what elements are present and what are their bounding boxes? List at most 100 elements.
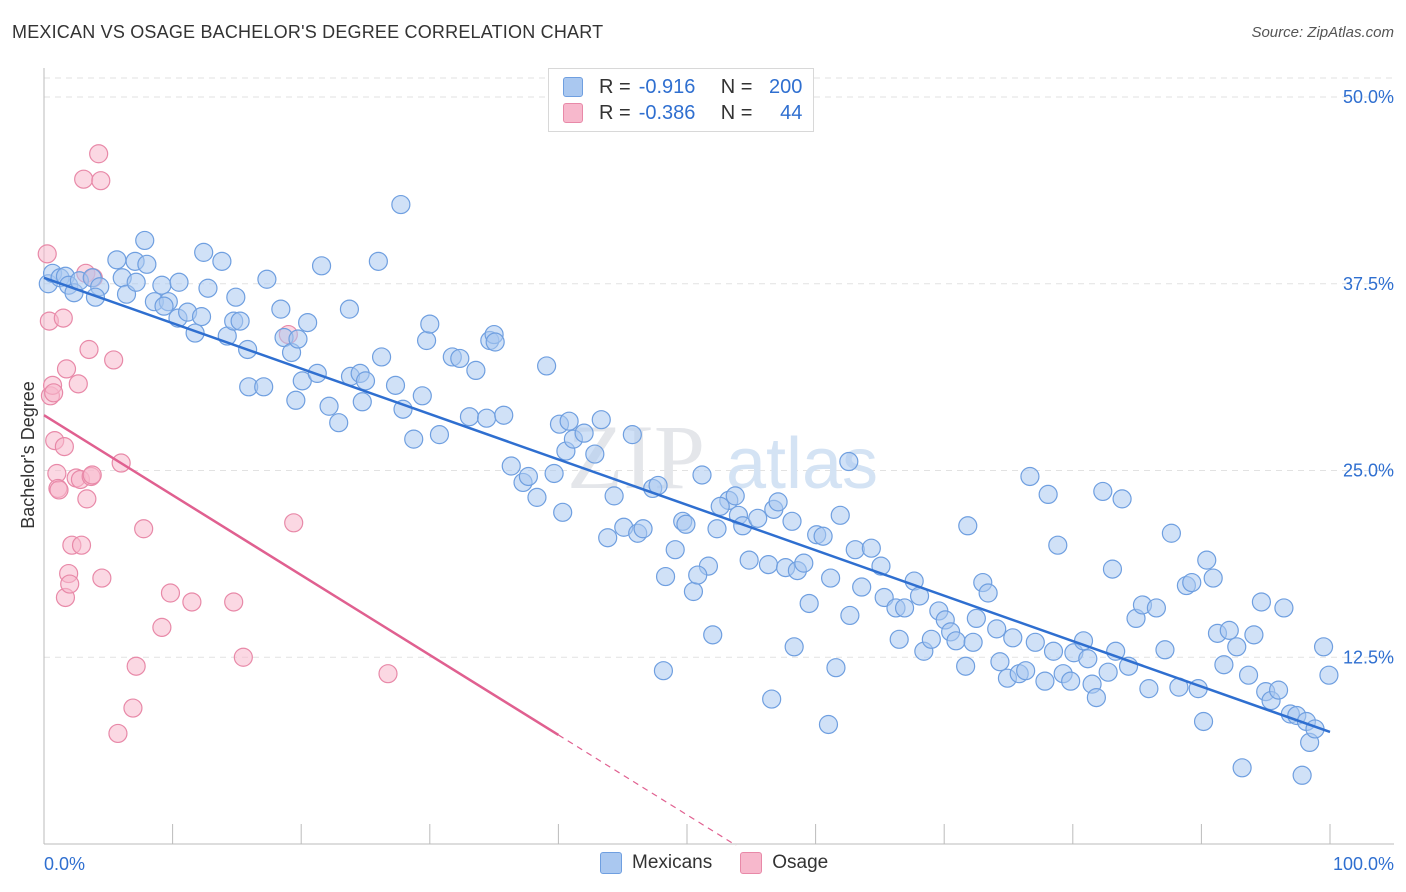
legend-item-osage[interactable]: Osage [740, 852, 828, 874]
legend-swatch-mexicans [563, 77, 583, 97]
mexicans-point [1219, 620, 1239, 640]
mexicans-point [894, 598, 915, 618]
legend-row-osage: R = -0.386 N = 44 [563, 100, 802, 126]
mexicans-point [655, 566, 676, 587]
legend-n-label: N = [720, 101, 753, 124]
mexicans-point [1268, 680, 1289, 700]
mexicans-point [591, 410, 611, 430]
mexicans-point [622, 425, 642, 445]
legend-row-mexicans: R = -0.916 N = 200 [563, 74, 802, 100]
mexicans-point [154, 296, 174, 316]
osage-point [91, 171, 111, 191]
mexicans-point [598, 528, 618, 548]
mexicans-point [1214, 655, 1234, 675]
mexicans-point [585, 444, 605, 464]
mexicans-point [1086, 687, 1106, 708]
legend-r-label: R = [599, 101, 631, 124]
mexicans-point [725, 486, 745, 506]
osage-point [134, 519, 154, 539]
y-tick-label: 12.5% [1343, 647, 1394, 667]
mexicans-point [501, 456, 521, 476]
mexicans-point [1146, 598, 1166, 618]
y-tick-labels: 12.5% 25.0% 37.5% 50.0% [1343, 87, 1394, 667]
mexicans-point [966, 608, 986, 629]
mexicans-point [956, 656, 976, 676]
osage-point [77, 489, 97, 509]
mexicans-point [368, 251, 388, 271]
mexicans-point [861, 538, 881, 558]
mexicans-point [137, 254, 157, 274]
osage-point [126, 656, 146, 676]
mexicans-point [191, 307, 212, 327]
mexicans-point [707, 519, 727, 539]
mexicans-point [329, 413, 349, 433]
mexicans-point [476, 408, 497, 428]
mexicans-point [1048, 535, 1068, 555]
mexicans-point [978, 583, 998, 603]
mexicans-point [633, 519, 653, 539]
mexicans-point [391, 194, 411, 215]
mexicans-point [355, 371, 376, 391]
mexicans-point [665, 540, 685, 560]
osage-point [160, 583, 181, 603]
mexicans-trend-line [43, 276, 1331, 734]
mexicans-point [553, 502, 573, 522]
legend-item-mexicans[interactable]: Mexicans [600, 852, 712, 874]
mexicans-point [466, 360, 486, 381]
mexicans-point [226, 287, 246, 307]
mexicans-point [1232, 758, 1252, 778]
mexicans-point [1274, 598, 1294, 618]
mexicans-point [990, 652, 1010, 672]
mexicans-point [254, 377, 274, 397]
y-tick-label: 50.0% [1343, 87, 1394, 107]
osage-point [224, 592, 244, 612]
legend-r-label: R = [599, 75, 631, 98]
legend-n-label: N = [720, 75, 753, 98]
axes [43, 68, 1394, 845]
mexicans-point [782, 511, 802, 531]
mexicans-point [126, 272, 146, 292]
mexicans-point [544, 463, 564, 484]
mexicans-point [1155, 640, 1175, 660]
osage-point [233, 647, 253, 667]
osage-point [60, 574, 80, 594]
mexicans-point [739, 550, 759, 570]
mexicans-point [821, 568, 841, 588]
mexicans-point [1292, 765, 1312, 785]
osage-point [49, 480, 69, 500]
osage-point [79, 339, 99, 360]
mexicans-point [762, 689, 782, 709]
y-tick-label: 25.0% [1343, 461, 1394, 481]
osage-point [378, 664, 398, 684]
osage-point [74, 169, 94, 189]
mexicans-point [1227, 637, 1247, 657]
legend-n-value: 200 [769, 75, 803, 98]
mexicans-point [987, 619, 1007, 639]
mexicans-point [429, 425, 450, 445]
mexicans-point [412, 386, 432, 406]
mexicans-point [676, 514, 696, 534]
mexicans-point [169, 272, 189, 292]
mexicans-point [748, 508, 768, 528]
gridlines [44, 77, 1394, 658]
mexicans-point [518, 466, 538, 487]
mexicans-point [371, 347, 392, 367]
osage-point [182, 592, 202, 612]
mexicans-point [1043, 641, 1064, 661]
osage-point [44, 383, 64, 403]
mexicans-point [286, 390, 306, 410]
osage-point [53, 308, 73, 328]
mexicans-point [845, 540, 865, 560]
osage-point [82, 465, 102, 485]
mexicans-point [485, 332, 505, 352]
stats-legend: R = -0.916 N = 200 R = -0.386 N = 44 [548, 68, 814, 132]
osage-point [54, 436, 74, 457]
mexicans-point [404, 429, 424, 449]
mexicans-point [559, 411, 579, 431]
legend-swatch-mexicans [600, 852, 622, 874]
mexicans-point [1112, 489, 1132, 509]
mexicans-point [416, 330, 437, 351]
mexicans-point [921, 629, 941, 649]
mexicans-point [1182, 572, 1202, 593]
mexicans-point [1161, 523, 1181, 543]
